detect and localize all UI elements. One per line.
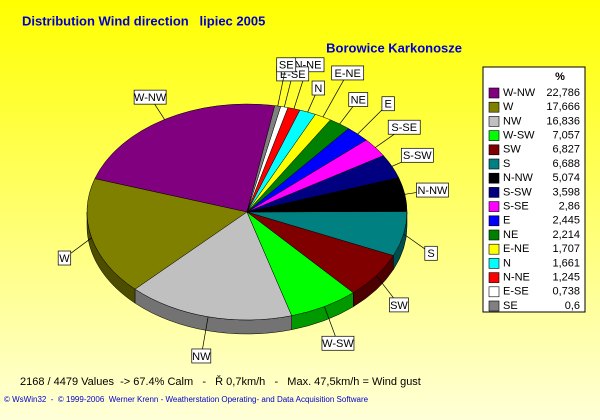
label-box	[133, 89, 167, 105]
slice-label: SW	[390, 300, 408, 312]
label-box	[387, 119, 421, 135]
legend-value: 2,86	[559, 201, 580, 213]
slice	[94, 103, 276, 213]
slice-label: S-SW	[403, 150, 432, 162]
legend-label: SE	[503, 300, 518, 312]
label-box	[276, 57, 297, 73]
label-box	[389, 297, 409, 313]
legend-value: 1,707	[552, 243, 580, 255]
slice-label: W-SW	[322, 338, 354, 350]
legend-swatch	[488, 130, 500, 141]
label-box	[191, 348, 212, 364]
slice-label: SE	[279, 60, 294, 72]
legend-value: 6,688	[552, 158, 580, 170]
legend-label: NW	[503, 115, 522, 127]
legend-swatch	[488, 229, 500, 241]
legend-value: 2,445	[552, 215, 580, 227]
legend-swatch	[488, 87, 500, 99]
legend-label: N-NW	[503, 172, 534, 184]
legend-value: 5,074	[552, 172, 580, 184]
slice-label: W	[59, 253, 70, 265]
label-box	[331, 65, 365, 81]
legend-value: 1,661	[552, 257, 580, 269]
legend-box	[482, 66, 586, 313]
legend-label: S-SW	[503, 186, 532, 198]
legend-label: E-NE	[503, 243, 529, 255]
legend-label: S-SE	[503, 201, 529, 213]
legend-swatch	[488, 300, 500, 312]
label-box	[416, 182, 449, 198]
slice-label: E-NE	[335, 68, 361, 80]
legend-swatch	[488, 286, 500, 298]
legend-value: 0,6	[565, 300, 580, 312]
label-box	[424, 245, 438, 261]
legend-swatch	[488, 172, 500, 184]
legend-value: 17,666	[546, 101, 580, 113]
legend-value: 2,214	[552, 229, 580, 241]
label-box	[381, 96, 395, 112]
legend-label: W	[503, 101, 514, 113]
chart-title: Distribution Wind direction lipiec 2005	[22, 13, 265, 28]
slice-label: N-NW	[417, 185, 448, 197]
legend-value: 7,057	[552, 130, 580, 142]
legend-label: S	[503, 158, 510, 170]
legend-title: %	[555, 71, 565, 83]
legend-value: 1,245	[552, 272, 580, 284]
slice-label: E	[385, 99, 392, 111]
slice-label: S-SE	[391, 122, 417, 134]
legend-label: W-NW	[503, 87, 536, 99]
legend-swatch	[488, 201, 500, 212]
legend-value: 22,786	[546, 87, 580, 99]
legend-swatch	[488, 187, 500, 198]
slice-label: S	[427, 248, 434, 260]
legend-value: 16,836	[546, 115, 580, 127]
slice-label: N	[314, 83, 322, 95]
legend-label: N	[503, 257, 511, 269]
label-box	[311, 80, 325, 96]
footer: 2168 / 4479 Values -> 67.4% Calm - Ř 0,7…	[20, 375, 421, 388]
legend-label: NE	[503, 229, 518, 241]
slice	[86, 178, 248, 290]
legend-swatch	[488, 101, 500, 113]
legend-swatch	[488, 158, 500, 170]
legend-swatch	[488, 215, 500, 227]
legend-value: 3,598	[552, 186, 580, 198]
legend-swatch	[488, 144, 500, 156]
legend-value: 6,827	[552, 144, 580, 156]
legend-swatch	[488, 258, 500, 269]
legend-swatch	[488, 243, 500, 255]
chart-subtitle: Borowice Karkonosze	[326, 40, 462, 55]
slice-label: NE	[351, 94, 366, 106]
copyright: © WsWin32 - © 1999-2006 Werner Krenn - W…	[4, 395, 369, 404]
label-box	[348, 92, 369, 107]
legend-label: N-NE	[503, 272, 530, 284]
slice-label: NW	[192, 351, 211, 363]
slice	[134, 211, 293, 321]
legend-value: 0,738	[552, 286, 580, 298]
legend-label: W-SW	[503, 130, 535, 142]
slice-label: W-NW	[134, 92, 167, 104]
label-box	[57, 250, 72, 266]
legend-swatch	[488, 116, 500, 127]
label-box	[321, 335, 355, 351]
label-box	[400, 147, 434, 163]
legend-swatch	[488, 272, 500, 283]
legend-label: E-SE	[503, 286, 529, 298]
legend-label: E	[503, 215, 510, 227]
legend-label: SW	[503, 144, 521, 156]
